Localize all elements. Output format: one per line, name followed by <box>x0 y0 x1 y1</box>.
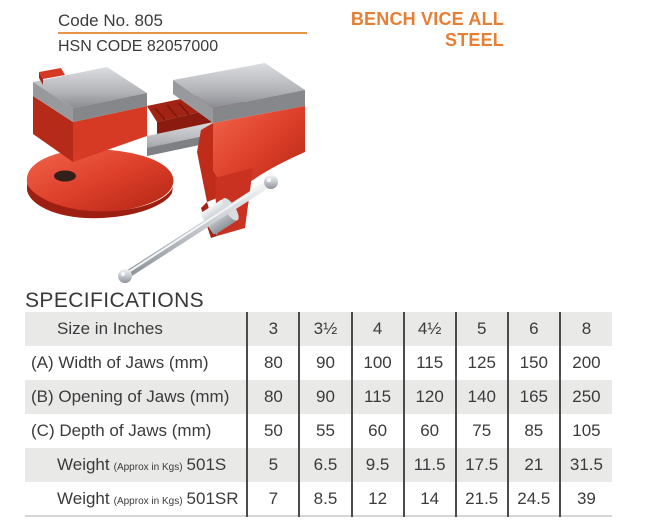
value-cell: 31.5 <box>558 448 612 482</box>
row-label: (B) Opening of Jaws (mm) <box>31 387 230 406</box>
value-cell: 125 <box>454 346 508 380</box>
value-cell: 50 <box>246 414 300 448</box>
hsn-code: HSN CODE 82057000 <box>58 38 219 55</box>
row-label: (C) Depth of Jaws (mm) <box>31 421 212 440</box>
value-cell: 39 <box>558 482 612 516</box>
value-cell: 120 <box>402 380 456 414</box>
table-row: Size in Inches 3 3½ 4 4½ 5 6 8 <box>25 312 612 346</box>
value-cell: 21.5 <box>454 482 508 516</box>
row-label-cell: (B) Opening of Jaws (mm) <box>25 380 247 414</box>
value-cell: 4½ <box>402 312 456 346</box>
row-label-cell: Weight (Approx in Kgs) 501SR <box>25 482 247 516</box>
value-cell: 165 <box>506 380 560 414</box>
value-cell: 24.5 <box>506 482 560 516</box>
row-label: (A) Width of Jaws (mm) <box>31 353 209 372</box>
value-cell: 100 <box>350 346 404 380</box>
value-cell: 115 <box>402 346 456 380</box>
value-cell: 55 <box>298 414 352 448</box>
table-row: (B) Opening of Jaws (mm) 80 90 115 120 140 165… <box>25 380 612 414</box>
code-number: Code No. 805 <box>58 11 163 30</box>
value-cell: 90 <box>298 380 352 414</box>
value-cell: 60 <box>402 414 456 448</box>
value-cell: 90 <box>298 346 352 380</box>
value-cell: 5 <box>246 448 300 482</box>
value-cell: 14 <box>402 482 456 516</box>
value-cell: 11.5 <box>402 448 456 482</box>
value-cell: 105 <box>558 414 612 448</box>
code-underline-divider <box>58 32 307 34</box>
specifications-table: Size in Inches 3 3½ 4 4½ 5 6 8 (A) Width of Jaws… <box>25 312 612 517</box>
value-cell: 250 <box>558 380 612 414</box>
row-model: 501S <box>186 455 227 474</box>
value-cell: 5 <box>454 312 508 346</box>
value-cell: 21 <box>506 448 560 482</box>
row-sublabel: (Approx in Kgs) <box>113 462 183 473</box>
value-cell: 80 <box>246 380 300 414</box>
value-cell: 75 <box>454 414 508 448</box>
row-label-cell: Size in Inches <box>25 312 247 346</box>
row-sublabel: (Approx in Kgs) <box>113 495 183 507</box>
value-cell: 17.5 <box>454 448 508 482</box>
value-cell: 6 <box>506 312 560 346</box>
product-image-bench-vice <box>26 63 305 283</box>
row-label: Size in Inches <box>57 319 163 338</box>
value-cell: 12 <box>350 482 404 516</box>
value-cell: 60 <box>350 414 404 448</box>
value-cell: 200 <box>558 346 612 380</box>
value-cell: 85 <box>506 414 560 448</box>
value-cell: 80 <box>246 346 300 380</box>
table-row: (C) Depth of Jaws (mm) 50 55 60 60 75 85 105 <box>25 414 612 448</box>
value-cell: 8 <box>558 312 612 346</box>
value-cell: 6.5 <box>298 448 352 482</box>
table-row: (A) Width of Jaws (mm) 80 90 100 115 125 150 20… <box>25 346 612 380</box>
value-cell: 140 <box>454 380 508 414</box>
row-label-cell: Weight (Approx in Kgs) 501S <box>25 448 247 482</box>
row-model: 501SR <box>186 488 239 508</box>
value-cell: 8.5 <box>298 482 352 516</box>
value-cell: 115 <box>350 380 404 414</box>
spec-table-body: Size in Inches 3 3½ 4 4½ 5 6 8 (A) Width of Jaws… <box>25 312 612 516</box>
table-row: Weight (Approx in Kgs) 501S 5 6.5 9.5 11.5 17.5… <box>25 448 612 482</box>
value-cell: 3 <box>246 312 300 346</box>
row-label: Weight <box>57 455 110 474</box>
product-title: BENCH VICE ALL STEEL <box>350 9 504 50</box>
value-cell: 9.5 <box>350 448 404 482</box>
value-cell: 4 <box>350 312 404 346</box>
row-label-cell: (C) Depth of Jaws (mm) <box>25 414 247 448</box>
table-row: Weight (Approx in Kgs) 501SR 7 8.5 12 14 21.5 24… <box>25 482 612 516</box>
value-cell: 150 <box>506 346 560 380</box>
row-label: Weight <box>57 488 110 508</box>
value-cell: 7 <box>246 482 300 516</box>
row-label-cell: (A) Width of Jaws (mm) <box>25 346 247 380</box>
value-cell: 3½ <box>298 312 352 346</box>
specifications-heading: SPECIFICATIONS <box>25 289 205 312</box>
